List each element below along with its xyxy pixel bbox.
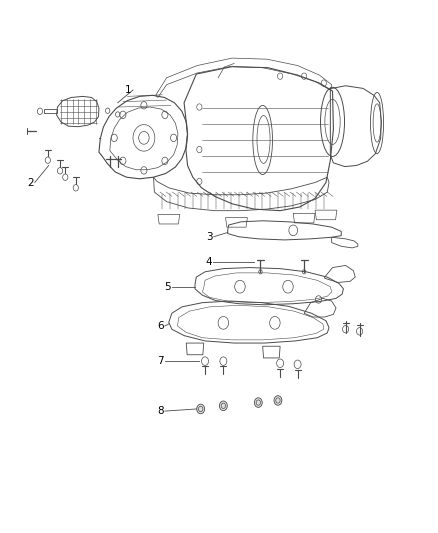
Text: 4: 4	[205, 257, 212, 267]
Circle shape	[274, 395, 282, 405]
Circle shape	[219, 401, 227, 410]
Text: 2: 2	[27, 177, 34, 188]
Text: 8: 8	[157, 406, 164, 416]
Circle shape	[254, 398, 262, 407]
Text: 3: 3	[206, 232, 212, 242]
Text: 7: 7	[157, 356, 164, 366]
Text: 5: 5	[164, 282, 171, 292]
Circle shape	[197, 404, 205, 414]
Text: 6: 6	[157, 321, 164, 331]
Text: 1: 1	[125, 85, 132, 95]
